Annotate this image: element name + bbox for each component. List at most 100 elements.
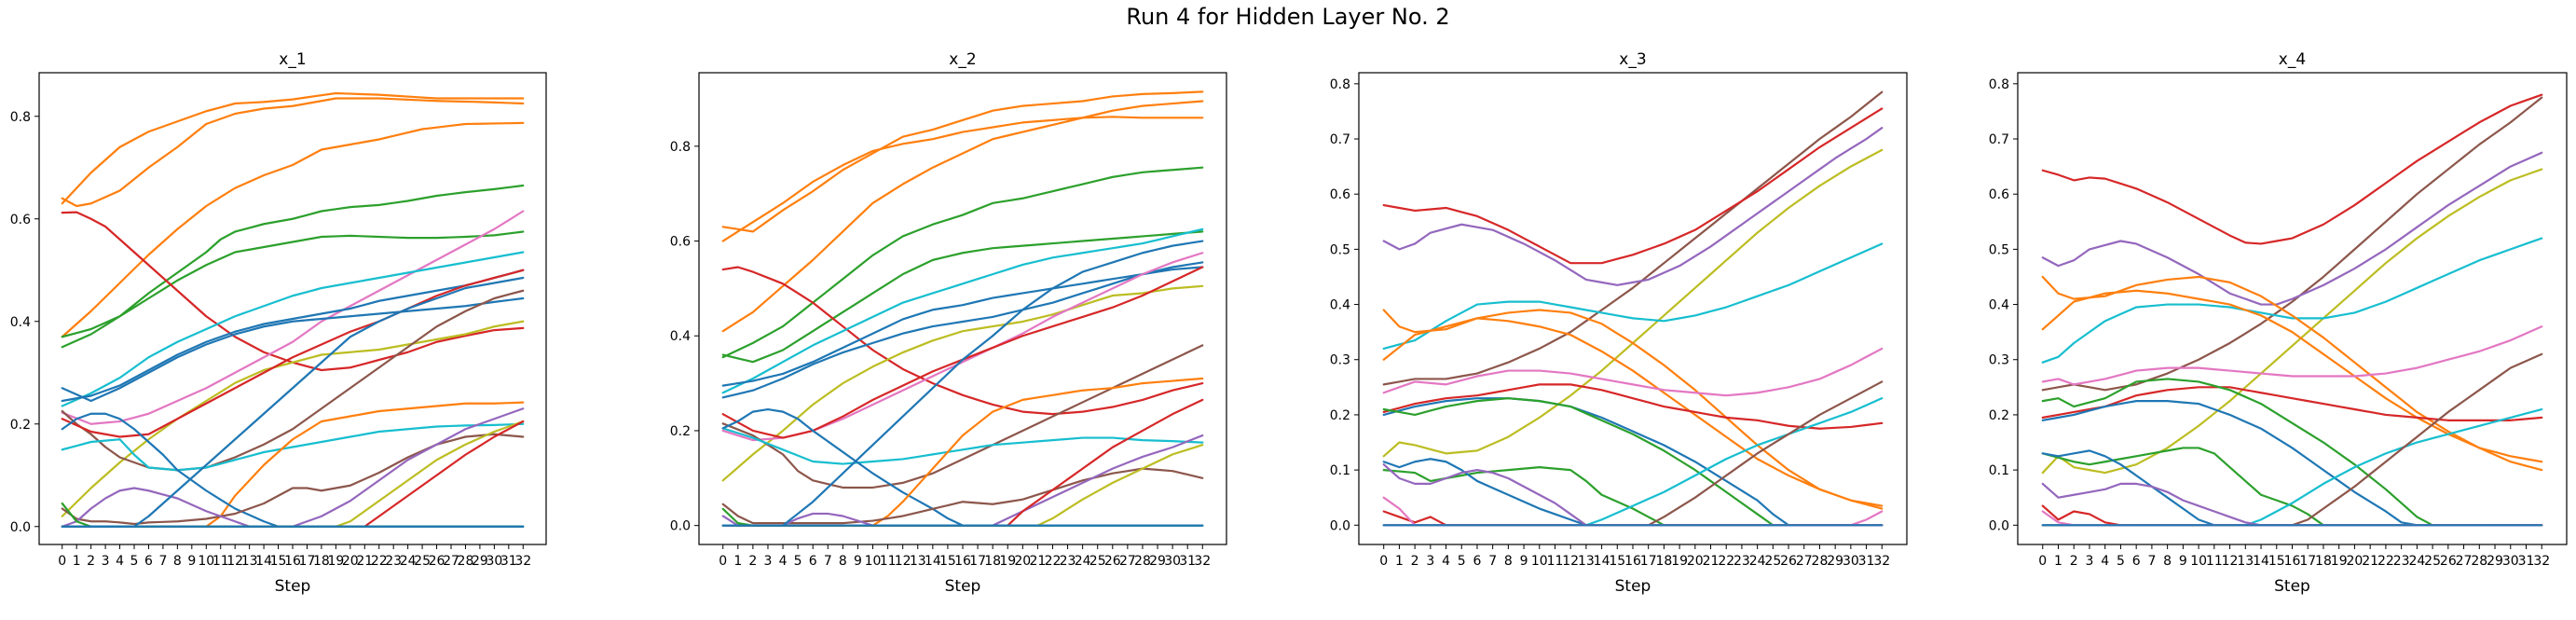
x-tick-label: 20 bbox=[1687, 554, 1704, 569]
x-tick-label: 2 bbox=[1411, 554, 1419, 569]
x-tick-label: 4 bbox=[1442, 554, 1450, 569]
x-tick-label: 6 bbox=[809, 554, 817, 569]
series-line-13 bbox=[721, 344, 1204, 489]
x-tick-label: 27 bbox=[2456, 554, 2473, 569]
x-tick-label: 6 bbox=[144, 554, 153, 569]
series-line-7 bbox=[721, 227, 1204, 394]
series-line-16 bbox=[61, 412, 525, 528]
series-line-14 bbox=[2041, 352, 2543, 527]
series-line-14 bbox=[721, 427, 1204, 465]
series-line-18 bbox=[1382, 510, 1884, 527]
x-tick-label: 24 bbox=[400, 554, 417, 569]
x-tick-label: 29 bbox=[1149, 554, 1166, 569]
y-tick-label: 0.6 bbox=[670, 235, 691, 250]
series-line-4 bbox=[1382, 148, 1884, 458]
x-tick-label: 21 bbox=[356, 554, 373, 569]
x-tick-label: 18 bbox=[984, 554, 1001, 569]
y-tick-label: 0.6 bbox=[1330, 187, 1350, 202]
x-tick-label: 32 bbox=[2533, 554, 2550, 569]
y-tick-label: 0.5 bbox=[1989, 242, 2009, 257]
x-tick-label: 29 bbox=[472, 554, 488, 569]
x-tick-label: 16 bbox=[2284, 554, 2301, 569]
x-tick-label: 0 bbox=[2038, 554, 2047, 569]
series-line-12 bbox=[61, 289, 525, 472]
series-line-4 bbox=[721, 166, 1204, 359]
series-line-15 bbox=[2041, 449, 2543, 527]
y-tick-label: 0.8 bbox=[1989, 77, 2009, 92]
x-tick-label: 0 bbox=[58, 554, 66, 569]
x-tick-label: 10 bbox=[198, 554, 214, 569]
x-tick-label: 5 bbox=[130, 554, 139, 569]
series-line-7 bbox=[61, 210, 525, 425]
x-tick-label: 6 bbox=[2132, 554, 2141, 569]
x-tick-label: 3 bbox=[102, 554, 110, 569]
chart-panel-3: 0 1 2 3 4 5 6 7 8 9 101112131415161718192021222324… bbox=[1330, 50, 1908, 596]
x-tick-label: 10 bbox=[2190, 554, 2207, 569]
x-tick-label: 22 bbox=[1718, 554, 1734, 569]
series-group bbox=[721, 90, 1204, 527]
y-tick-label: 0.2 bbox=[10, 418, 31, 433]
series-line-13 bbox=[1382, 397, 1884, 527]
series-group bbox=[1382, 90, 1884, 527]
series-line-4 bbox=[61, 184, 525, 349]
x-axis-label: Step bbox=[945, 577, 981, 596]
x-tick-label: 6 bbox=[1473, 554, 1481, 569]
y-tick-label: 0.0 bbox=[1330, 518, 1350, 533]
x-tick-label: 5 bbox=[1458, 554, 1466, 569]
x-tick-label: 11 bbox=[2206, 554, 2223, 569]
series-line-17 bbox=[1382, 510, 1884, 527]
x-tick-label: 25 bbox=[2424, 554, 2441, 569]
series-line-5 bbox=[721, 230, 1204, 364]
series-line-12 bbox=[1382, 466, 1884, 527]
x-tick-label: 21 bbox=[2362, 554, 2378, 569]
series-line-2 bbox=[721, 116, 1204, 242]
series-line-19 bbox=[721, 444, 1204, 527]
x-tick-label: 23 bbox=[1060, 554, 1076, 569]
x-tick-label: 19 bbox=[327, 554, 344, 569]
x-tick-label: 8 bbox=[1504, 554, 1513, 569]
x-tick-label: 25 bbox=[1089, 554, 1106, 569]
y-tick-label: 0.0 bbox=[10, 520, 31, 535]
y-tick-label: 0.8 bbox=[670, 140, 691, 155]
x-tick-label: 8 bbox=[173, 554, 182, 569]
series-line-16 bbox=[1382, 463, 1884, 527]
x-tick-label: 7 bbox=[158, 554, 167, 569]
x-tick-label: 28 bbox=[1812, 554, 1829, 569]
x-tick-label: 2 bbox=[87, 554, 95, 569]
x-tick-label: 0 bbox=[719, 554, 727, 569]
x-tick-label: 3 bbox=[2086, 554, 2094, 569]
x-tick-label: 2 bbox=[2070, 554, 2078, 569]
x-tick-label: 1 bbox=[1395, 554, 1404, 569]
x-tick-label: 9 bbox=[2179, 554, 2187, 569]
series-line-15 bbox=[61, 401, 525, 528]
series-line-6 bbox=[2041, 275, 2543, 472]
x-tick-label: 30 bbox=[1843, 554, 1859, 569]
x-tick-label: 15 bbox=[2268, 554, 2285, 569]
x-tick-label: 8 bbox=[2163, 554, 2172, 569]
y-tick-label: 0.7 bbox=[1989, 132, 2009, 147]
x-tick-label: 23 bbox=[2393, 554, 2410, 569]
x-tick-label: 9 bbox=[854, 554, 862, 569]
x-tick-label: 3 bbox=[764, 554, 773, 569]
x-tick-label: 31 bbox=[2518, 554, 2535, 569]
panel-title: x_4 bbox=[2279, 50, 2306, 69]
series-line-14 bbox=[61, 269, 525, 438]
series-line-6 bbox=[721, 266, 1204, 416]
x-tick-label: 19 bbox=[999, 554, 1016, 569]
x-tick-label: 10 bbox=[1531, 554, 1548, 569]
series-line-23 bbox=[721, 240, 1204, 527]
series-line-15 bbox=[1382, 458, 1884, 527]
series-line-23 bbox=[61, 276, 525, 528]
x-tick-label: 24 bbox=[1749, 554, 1766, 569]
series-line-8 bbox=[1382, 347, 1884, 397]
x-tick-label: 23 bbox=[1733, 554, 1750, 569]
series-line-20 bbox=[721, 398, 1204, 527]
panel-title: x_2 bbox=[949, 50, 976, 69]
x-tick-label: 0 bbox=[1379, 554, 1388, 569]
x-tick-label: 13 bbox=[2237, 554, 2254, 569]
x-tick-label: 22 bbox=[1045, 554, 1062, 569]
x-tick-label: 11 bbox=[880, 554, 897, 569]
chart-panel-4: 0 1 2 3 4 5 6 7 8 9 101112131415161718192021222324… bbox=[1989, 50, 2568, 596]
x-tick-label: 32 bbox=[514, 554, 531, 569]
x-tick-label: 2 bbox=[748, 554, 757, 569]
